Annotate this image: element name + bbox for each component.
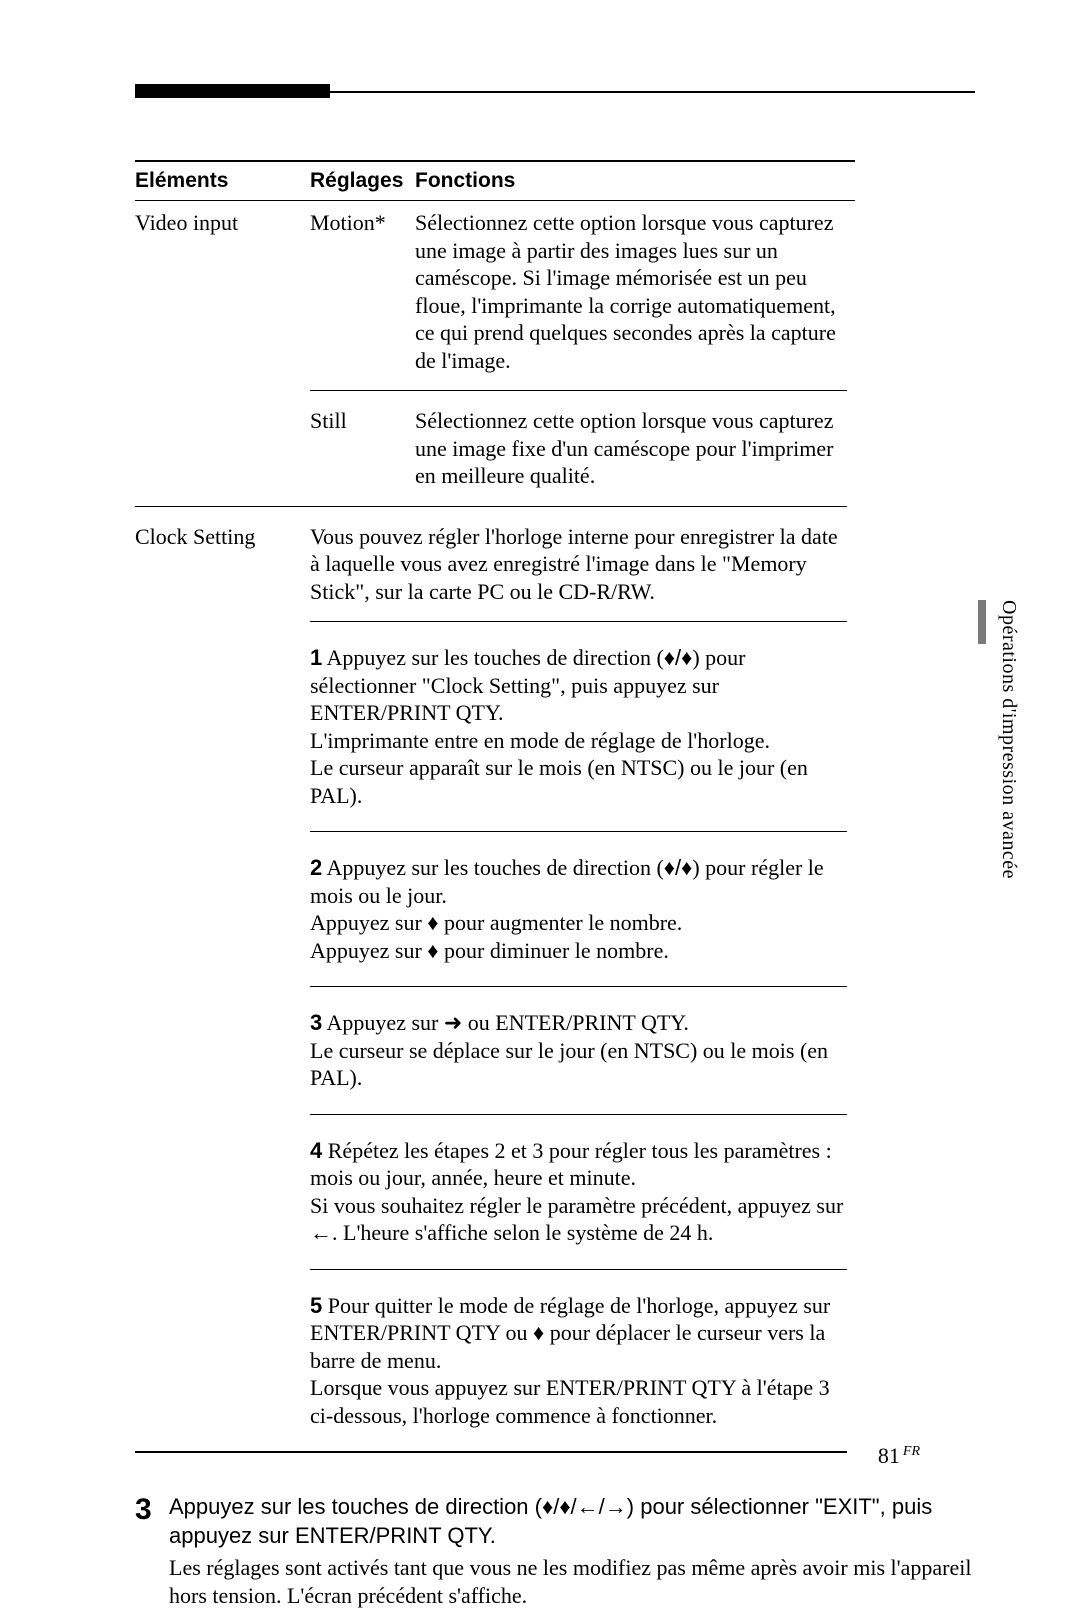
divider-row <box>135 382 855 399</box>
step-text: L'imprimante entre en mode de réglage de… <box>310 727 847 755</box>
page-lang: FR <box>903 1444 920 1459</box>
row-video-input-still: Still Sélectionnez cette option lorsque … <box>135 399 855 498</box>
step-text: Le curseur se déplace sur le jour (en NT… <box>310 1037 847 1092</box>
main-step-body: Les réglages sont activés tant que vous … <box>169 1554 975 1609</box>
row-clock-step3: 3 Appuyez sur ➜ ou ENTER/PRINT QTY. Le c… <box>135 995 855 1106</box>
manual-page: Opérations d'impression avancée Eléments… <box>0 0 1080 1529</box>
row-clock-setting-intro: Clock Setting Vous pouvez régler l'horlo… <box>135 515 855 614</box>
row-clock-step1: 1 Appuyez sur les touches de direction (… <box>135 630 855 823</box>
step-text: Appuyez sur ♦ pour augmenter le nombre. <box>310 909 847 937</box>
divider-row <box>135 1106 855 1123</box>
step-number: 3 <box>310 1010 322 1035</box>
clock-step3: 3 Appuyez sur ➜ ou ENTER/PRINT QTY. Le c… <box>310 1003 847 1098</box>
clock-step5: 5 Pour quitter le mode de réglage de l'h… <box>310 1286 847 1436</box>
divider-row <box>135 1261 855 1278</box>
divider-line <box>310 621 847 622</box>
divider-line <box>135 506 847 507</box>
clock-step2: 2 Appuyez sur les touches de direction (… <box>310 848 847 970</box>
cell-motion-text: Sélectionnez cette option lorsque vous c… <box>415 201 855 383</box>
main-step-3: 3 Appuyez sur les touches de direction (… <box>135 1493 975 1609</box>
side-tab-bar <box>978 600 986 644</box>
clock-step1: 1 Appuyez sur les touches de direction (… <box>310 638 847 815</box>
step-text: Appuyez sur ➜ ou ENTER/PRINT QTY. <box>327 1010 689 1035</box>
table-header-row: Eléments Réglages Fonctions <box>135 161 855 201</box>
divider-line <box>310 831 847 832</box>
divider-line <box>310 390 847 391</box>
main-step-title: Appuyez sur les touches de direction (♦/… <box>169 1493 975 1550</box>
cell-still-label: Still <box>310 399 415 498</box>
page-number-value: 81 <box>878 1443 900 1468</box>
cell-still-text: Sélectionnez cette option lorsque vous c… <box>415 399 855 498</box>
step-text: Pour quitter le mode de réglage de l'hor… <box>310 1293 830 1373</box>
header-rule <box>330 91 975 93</box>
step-text: Le curseur apparaît sur le mois (en NTSC… <box>310 754 847 809</box>
row-clock-step2: 2 Appuyez sur les touches de direction (… <box>135 840 855 978</box>
col-header-reglages: Réglages <box>310 161 415 201</box>
side-section-label: Opérations d'impression avancée <box>997 600 1020 879</box>
step-number: 2 <box>310 855 322 880</box>
col-header-elements: Eléments <box>135 161 310 201</box>
divider-row <box>135 498 855 515</box>
arrow-glyphs: ♦/♦ <box>664 645 693 670</box>
page-number: 81FR <box>878 1443 920 1469</box>
step-number: 1 <box>310 645 322 670</box>
divider-line <box>135 1451 847 1453</box>
col-header-fonctions: Fonctions <box>415 161 855 201</box>
row-clock-step4: 4 Répétez les étapes 2 et 3 pour régler … <box>135 1123 855 1261</box>
arrow-glyphs: ♦/♦ <box>664 855 693 880</box>
arrow-glyphs: ♦/♦/←/→ <box>542 1494 627 1519</box>
row-clock-step5: 5 Pour quitter le mode de réglage de l'h… <box>135 1278 855 1444</box>
divider-row <box>135 1443 855 1461</box>
divider-line <box>310 1114 847 1115</box>
step-number: 5 <box>310 1293 322 1318</box>
header-black-bar <box>135 84 330 98</box>
step-text: Si vous souhaitez régler le paramètre pr… <box>310 1192 847 1247</box>
title-text: Appuyez sur les touches de direction ( <box>169 1494 542 1519</box>
step-text: Lorsque vous appuyez sur ENTER/PRINT QTY… <box>310 1374 847 1429</box>
settings-table: Eléments Réglages Fonctions Video input … <box>135 160 855 1461</box>
divider-row <box>135 613 855 630</box>
row-video-input-motion: Video input Motion* Sélectionnez cette o… <box>135 201 855 383</box>
divider-line <box>310 986 847 987</box>
divider-row <box>135 978 855 995</box>
cell-clock-label: Clock Setting <box>135 515 310 614</box>
step-text: Répétez les étapes 2 et 3 pour régler to… <box>310 1138 832 1191</box>
divider-line <box>310 1269 847 1270</box>
clock-step4: 4 Répétez les étapes 2 et 3 pour régler … <box>310 1131 847 1253</box>
step-number: 4 <box>310 1138 322 1163</box>
content: Eléments Réglages Fonctions Video input … <box>135 160 975 1609</box>
divider-row <box>135 823 855 840</box>
step-text: Appuyez sur les touches de direction ( <box>327 855 664 880</box>
cell-video-input-label: Video input <box>135 201 310 383</box>
main-step-number: 3 <box>135 1493 169 1526</box>
step-text: Appuyez sur les touches de direction ( <box>327 645 664 670</box>
cell-clock-intro: Vous pouvez régler l'horloge interne pou… <box>310 515 855 614</box>
cell-motion-label: Motion* <box>310 201 415 383</box>
step-text: Appuyez sur ♦ pour diminuer le nombre. <box>310 937 847 965</box>
